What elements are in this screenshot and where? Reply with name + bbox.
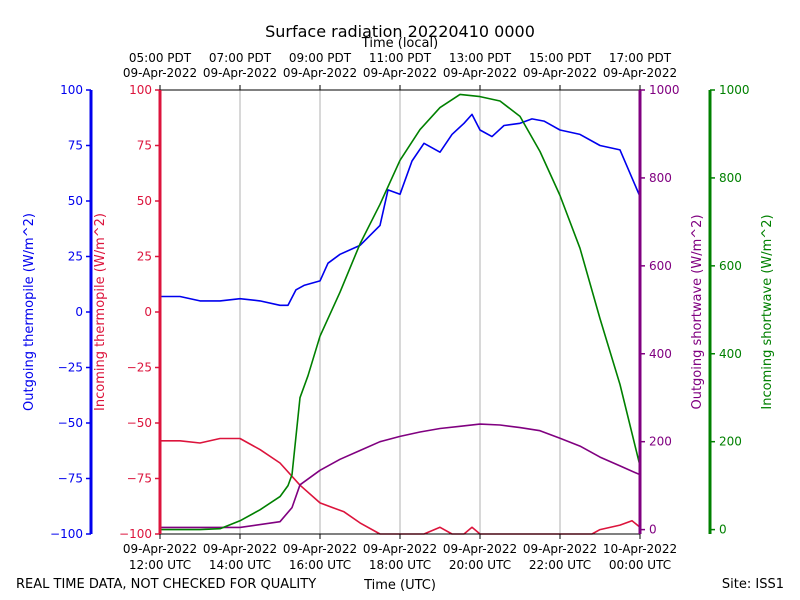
xtick-top-date-1: 09-Apr-2022 <box>203 66 277 80</box>
xtick-bottom-time-5: 22:00 UTC <box>529 558 591 572</box>
series-outgoing-shortwave <box>160 423 641 529</box>
ytick-label-outgoing-shortwave: 400 <box>649 347 672 361</box>
xtick-top-time-1: 07:00 PDT <box>209 51 272 65</box>
ytick-label-incoming-thermopile: −75 <box>127 472 152 486</box>
xtick-top-date-0: 09-Apr-2022 <box>123 66 197 80</box>
xtick-bottom-date-1: 09-Apr-2022 <box>203 542 277 556</box>
xtick-bottom-time-3: 18:00 UTC <box>369 558 431 572</box>
xtick-bottom-date-3: 09-Apr-2022 <box>363 542 437 556</box>
ytick-label-outgoing-thermopile: 25 <box>68 250 83 264</box>
xtick-bottom-date-0: 09-Apr-2022 <box>123 542 197 556</box>
xtick-top-time-2: 09:00 PDT <box>289 51 352 65</box>
xtick-top-time-5: 15:00 PDT <box>529 51 592 65</box>
ytick-label-incoming-shortwave: 1000 <box>719 83 750 97</box>
axis-title-incoming-shortwave: Incoming shortwave (W/m^2) <box>760 214 775 409</box>
series-incoming-shortwave <box>160 93 641 531</box>
xtick-top-time-3: 11:00 PDT <box>369 51 432 65</box>
ytick-label-outgoing-thermopile: 100 <box>60 83 83 97</box>
ytick-label-outgoing-thermopile: 50 <box>68 194 83 208</box>
ytick-label-incoming-thermopile: 25 <box>137 250 152 264</box>
ytick-label-incoming-shortwave: 800 <box>719 171 742 185</box>
ytick-label-outgoing-shortwave: 800 <box>649 171 672 185</box>
axis-title-outgoing-shortwave: Outgoing shortwave (W/m^2) <box>690 214 705 409</box>
xtick-bottom-time-6: 00:00 UTC <box>609 558 671 572</box>
xtick-top-time-6: 17:00 PDT <box>609 51 672 65</box>
xtick-bottom-date-2: 09-Apr-2022 <box>283 542 357 556</box>
xtick-bottom-time-1: 14:00 UTC <box>209 558 271 572</box>
xtick-top-date-4: 09-Apr-2022 <box>443 66 517 80</box>
bottom-axis-label: Time (UTC) <box>363 578 436 593</box>
xtick-bottom-time-4: 20:00 UTC <box>449 558 511 572</box>
ytick-label-incoming-thermopile: −25 <box>127 361 152 375</box>
ytick-label-outgoing-thermopile: 75 <box>68 139 83 153</box>
x-ticks-layer: 09-Apr-2022 12:00 UTC 09-Apr-2022 14:00 UTC… <box>123 51 677 572</box>
xtick-top-date-3: 09-Apr-2022 <box>363 66 437 80</box>
xtick-top-date-5: 09-Apr-2022 <box>523 66 597 80</box>
xtick-bottom-date-6: 10-Apr-2022 <box>603 542 677 556</box>
axes-layer: −100 −75 −50 −25 0 25 50 75 100 Outgoing thermopi… <box>22 83 775 541</box>
ytick-label-outgoing-thermopile: −50 <box>58 416 83 430</box>
ytick-label-outgoing-shortwave: 600 <box>649 259 672 273</box>
xtick-bottom-date-5: 09-Apr-2022 <box>523 542 597 556</box>
series-outgoing-thermopile <box>160 113 641 307</box>
xtick-top-time-0: 05:00 PDT <box>129 51 192 65</box>
ytick-label-incoming-thermopile: −50 <box>127 416 152 430</box>
ytick-label-incoming-thermopile: 100 <box>129 83 152 97</box>
ytick-label-incoming-thermopile: 0 <box>144 305 152 319</box>
ytick-label-incoming-thermopile: 75 <box>137 139 152 153</box>
ytick-label-outgoing-shortwave: 200 <box>649 435 672 449</box>
axis-title-outgoing-thermopile: Outgoing thermopile (W/m^2) <box>22 213 37 411</box>
chart-title: Surface radiation 20220410 0000 <box>265 22 535 41</box>
ytick-label-incoming-shortwave: 0 <box>719 523 727 537</box>
ytick-label-incoming-shortwave: 200 <box>719 435 742 449</box>
ytick-label-outgoing-thermopile: −25 <box>58 361 83 375</box>
vertical-gridlines <box>239 90 561 534</box>
ytick-label-incoming-shortwave: 400 <box>719 347 742 361</box>
xtick-bottom-date-4: 09-Apr-2022 <box>443 542 517 556</box>
ytick-label-outgoing-shortwave: 0 <box>649 523 657 537</box>
top-axis-label: Time (local) <box>361 36 438 51</box>
ytick-label-incoming-shortwave: 600 <box>719 259 742 273</box>
xtick-top-time-4: 13:00 PDT <box>449 51 512 65</box>
ytick-label-outgoing-thermopile: −100 <box>50 527 83 541</box>
quality-disclaimer: REAL TIME DATA, NOT CHECKED FOR QUALITY <box>16 577 316 592</box>
axis-title-incoming-thermopile: Incoming thermopile (W/m^2) <box>93 213 108 411</box>
ytick-label-incoming-thermopile: −100 <box>119 527 152 541</box>
xtick-bottom-time-0: 12:00 UTC <box>129 558 191 572</box>
ytick-label-outgoing-thermopile: 0 <box>75 305 83 319</box>
ytick-label-incoming-thermopile: 50 <box>137 194 152 208</box>
xtick-top-date-2: 09-Apr-2022 <box>283 66 357 80</box>
ytick-label-outgoing-shortwave: 1000 <box>649 83 680 97</box>
xtick-bottom-time-2: 16:00 UTC <box>289 558 351 572</box>
site-label: Site: ISS1 <box>722 577 784 592</box>
ytick-label-outgoing-thermopile: −75 <box>58 472 83 486</box>
xtick-top-date-6: 09-Apr-2022 <box>603 66 677 80</box>
